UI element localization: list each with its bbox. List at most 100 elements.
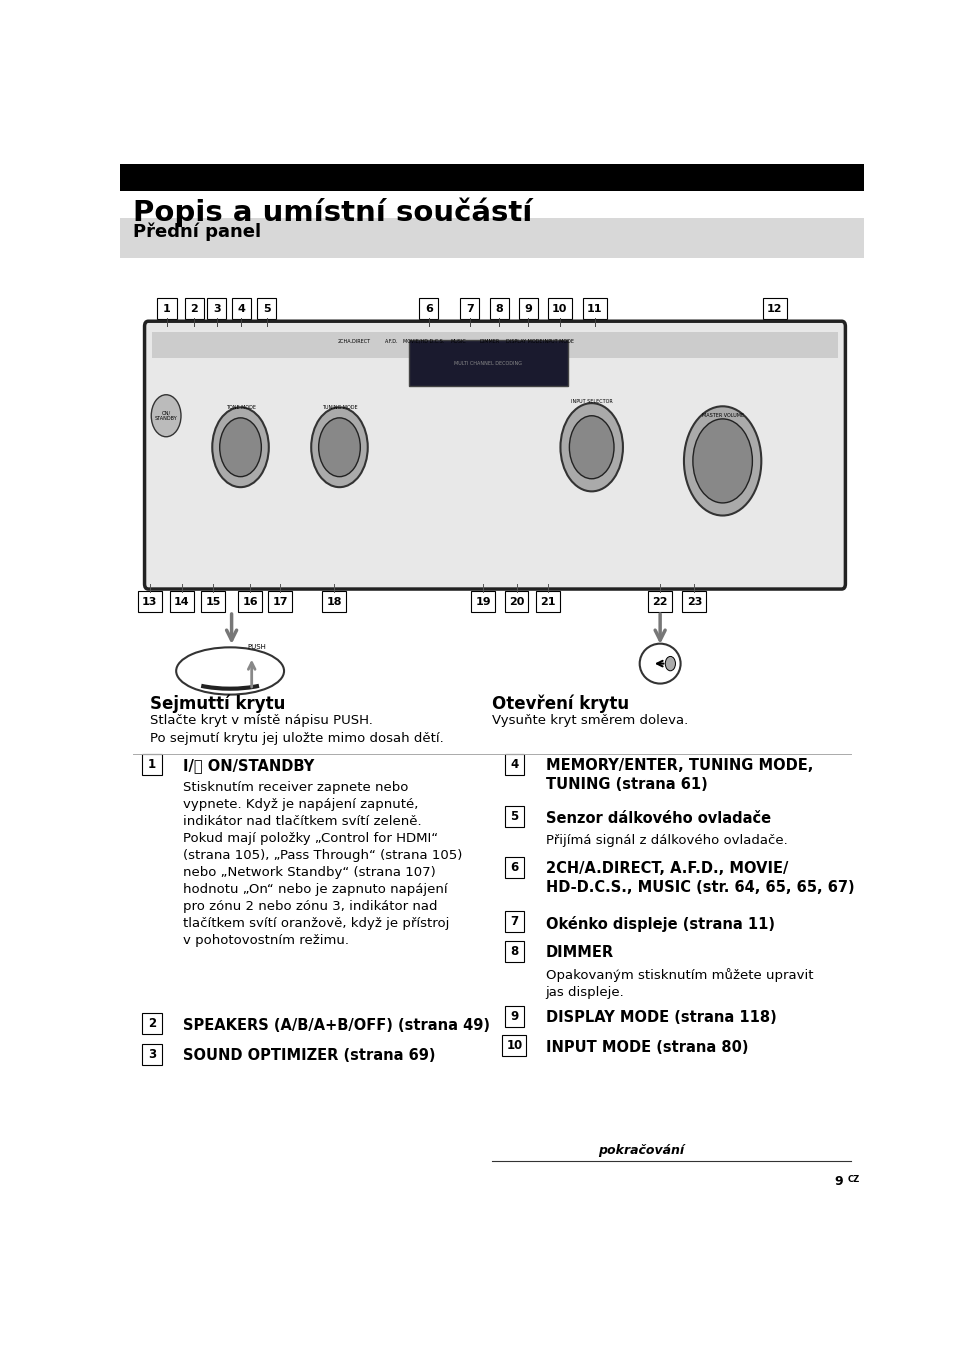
Text: 8: 8 bbox=[510, 945, 518, 958]
FancyBboxPatch shape bbox=[157, 299, 177, 319]
FancyBboxPatch shape bbox=[238, 591, 262, 612]
Text: 7: 7 bbox=[511, 915, 518, 929]
FancyBboxPatch shape bbox=[502, 1035, 526, 1056]
FancyBboxPatch shape bbox=[763, 299, 786, 319]
Circle shape bbox=[665, 656, 676, 671]
Circle shape bbox=[319, 417, 360, 476]
Text: SOUND OPTIMIZER (strana 69): SOUND OPTIMIZER (strana 69) bbox=[183, 1048, 436, 1063]
FancyBboxPatch shape bbox=[257, 299, 276, 319]
FancyBboxPatch shape bbox=[323, 591, 347, 612]
Text: 17: 17 bbox=[273, 596, 288, 607]
Text: 7: 7 bbox=[466, 304, 473, 314]
FancyBboxPatch shape bbox=[505, 857, 524, 878]
Text: I/⏻ ON/STANDBY: I/⏻ ON/STANDBY bbox=[183, 758, 315, 773]
FancyBboxPatch shape bbox=[170, 591, 194, 612]
Text: 9: 9 bbox=[524, 304, 533, 314]
Text: 22: 22 bbox=[653, 596, 668, 607]
Circle shape bbox=[561, 404, 623, 491]
Text: ON/
STANDBY: ON/ STANDBY bbox=[155, 411, 178, 421]
Circle shape bbox=[212, 408, 269, 487]
FancyBboxPatch shape bbox=[505, 806, 524, 828]
Text: Vysuňte kryt směrem doleva.: Vysuňte kryt směrem doleva. bbox=[492, 713, 688, 727]
Text: 3: 3 bbox=[213, 304, 221, 314]
FancyBboxPatch shape bbox=[268, 591, 292, 612]
FancyBboxPatch shape bbox=[460, 299, 479, 319]
Text: 23: 23 bbox=[686, 596, 702, 607]
Text: MOVIE/HD D.C.S.: MOVIE/HD D.C.S. bbox=[403, 338, 444, 344]
FancyBboxPatch shape bbox=[142, 1043, 161, 1065]
Text: 1: 1 bbox=[148, 758, 156, 771]
Text: INPUT MODE: INPUT MODE bbox=[543, 338, 574, 344]
FancyBboxPatch shape bbox=[471, 591, 495, 612]
Circle shape bbox=[311, 408, 368, 487]
Text: 11: 11 bbox=[587, 304, 603, 314]
Text: 2CH/A.DIRECT, A.F.D., MOVIE/
HD-D.C.S., MUSIC (str. 64, 65, 65, 67): 2CH/A.DIRECT, A.F.D., MOVIE/ HD-D.C.S., … bbox=[545, 861, 854, 895]
Text: Senzor dálkového ovladače: Senzor dálkového ovladače bbox=[545, 810, 771, 825]
Text: Sejmuttí krytu: Sejmuttí krytu bbox=[150, 694, 285, 712]
Text: DISPLAY MODE: DISPLAY MODE bbox=[506, 338, 542, 344]
FancyBboxPatch shape bbox=[518, 299, 539, 319]
Text: Opakovaným stisknutím můžete upravit
jas displeje.: Opakovaným stisknutím můžete upravit jas… bbox=[545, 968, 813, 1000]
Text: 19: 19 bbox=[475, 596, 491, 607]
FancyBboxPatch shape bbox=[207, 299, 227, 319]
FancyBboxPatch shape bbox=[648, 591, 672, 612]
FancyBboxPatch shape bbox=[536, 591, 560, 612]
Text: 8: 8 bbox=[495, 304, 503, 314]
Text: 13: 13 bbox=[142, 596, 157, 607]
FancyBboxPatch shape bbox=[505, 754, 524, 775]
FancyBboxPatch shape bbox=[420, 299, 439, 319]
FancyBboxPatch shape bbox=[142, 1013, 161, 1034]
Text: 4: 4 bbox=[237, 304, 245, 314]
Text: CZ: CZ bbox=[848, 1176, 860, 1184]
Text: MASTER VOLUME: MASTER VOLUME bbox=[702, 413, 744, 419]
Text: DIMMER: DIMMER bbox=[545, 945, 613, 960]
Text: Přední panel: Přední panel bbox=[133, 222, 261, 241]
Circle shape bbox=[569, 416, 614, 479]
FancyBboxPatch shape bbox=[548, 299, 571, 319]
Text: 16: 16 bbox=[242, 596, 258, 607]
Circle shape bbox=[152, 394, 181, 436]
Text: TONE MODE: TONE MODE bbox=[226, 405, 255, 409]
Text: Okénko displeje (strana 11): Okénko displeje (strana 11) bbox=[545, 915, 775, 932]
Text: 5: 5 bbox=[263, 304, 271, 314]
FancyBboxPatch shape bbox=[145, 321, 846, 589]
Text: 20: 20 bbox=[509, 596, 524, 607]
Text: 6: 6 bbox=[425, 304, 433, 314]
FancyBboxPatch shape bbox=[142, 754, 161, 775]
FancyBboxPatch shape bbox=[409, 340, 568, 386]
Bar bbox=[120, 164, 864, 191]
Text: 5: 5 bbox=[510, 810, 518, 824]
Text: 12: 12 bbox=[767, 304, 782, 314]
Text: MEMORY/ENTER, TUNING MODE,
TUNING (strana 61): MEMORY/ENTER, TUNING MODE, TUNING (stran… bbox=[545, 758, 813, 791]
FancyBboxPatch shape bbox=[201, 591, 225, 612]
Text: 4: 4 bbox=[510, 758, 518, 771]
FancyBboxPatch shape bbox=[505, 1007, 524, 1027]
Text: DISPLAY MODE (strana 118): DISPLAY MODE (strana 118) bbox=[545, 1011, 777, 1026]
Ellipse shape bbox=[639, 644, 681, 683]
Text: 2: 2 bbox=[148, 1018, 156, 1030]
Bar bbox=[120, 218, 864, 258]
FancyBboxPatch shape bbox=[184, 299, 204, 319]
Text: Stlačte kryt v místě nápisu PUSH.
Po sejmutí krytu jej uložte mimo dosah dětí.: Stlačte kryt v místě nápisu PUSH. Po sej… bbox=[150, 713, 444, 745]
Text: SPEAKERS (A/B/A+B/OFF) (strana 49): SPEAKERS (A/B/A+B/OFF) (strana 49) bbox=[183, 1018, 491, 1033]
Text: 2CHA.DIRECT: 2CHA.DIRECT bbox=[338, 338, 371, 344]
Circle shape bbox=[684, 406, 761, 516]
Text: 21: 21 bbox=[540, 596, 556, 607]
Text: 3: 3 bbox=[148, 1048, 156, 1061]
Text: 14: 14 bbox=[174, 596, 189, 607]
Text: 15: 15 bbox=[205, 596, 221, 607]
FancyBboxPatch shape bbox=[583, 299, 607, 319]
Text: 10: 10 bbox=[552, 304, 567, 314]
Text: 1: 1 bbox=[163, 304, 171, 314]
Text: Stisknutím receiver zapnete nebo
vypnete. Když je napájení zapnuté,
indikátor na: Stisknutím receiver zapnete nebo vypnete… bbox=[183, 782, 463, 947]
Text: Přijímá signál z dálkového ovladače.: Přijímá signál z dálkového ovladače. bbox=[545, 833, 787, 847]
FancyBboxPatch shape bbox=[505, 941, 524, 962]
Bar bbox=[152, 331, 838, 357]
FancyBboxPatch shape bbox=[505, 591, 528, 612]
Text: 6: 6 bbox=[510, 861, 518, 874]
Text: A.F.D.: A.F.D. bbox=[385, 338, 398, 344]
FancyBboxPatch shape bbox=[505, 911, 524, 933]
Text: DIMMER: DIMMER bbox=[480, 338, 500, 344]
Text: PUSH: PUSH bbox=[248, 644, 267, 651]
Circle shape bbox=[220, 417, 261, 476]
